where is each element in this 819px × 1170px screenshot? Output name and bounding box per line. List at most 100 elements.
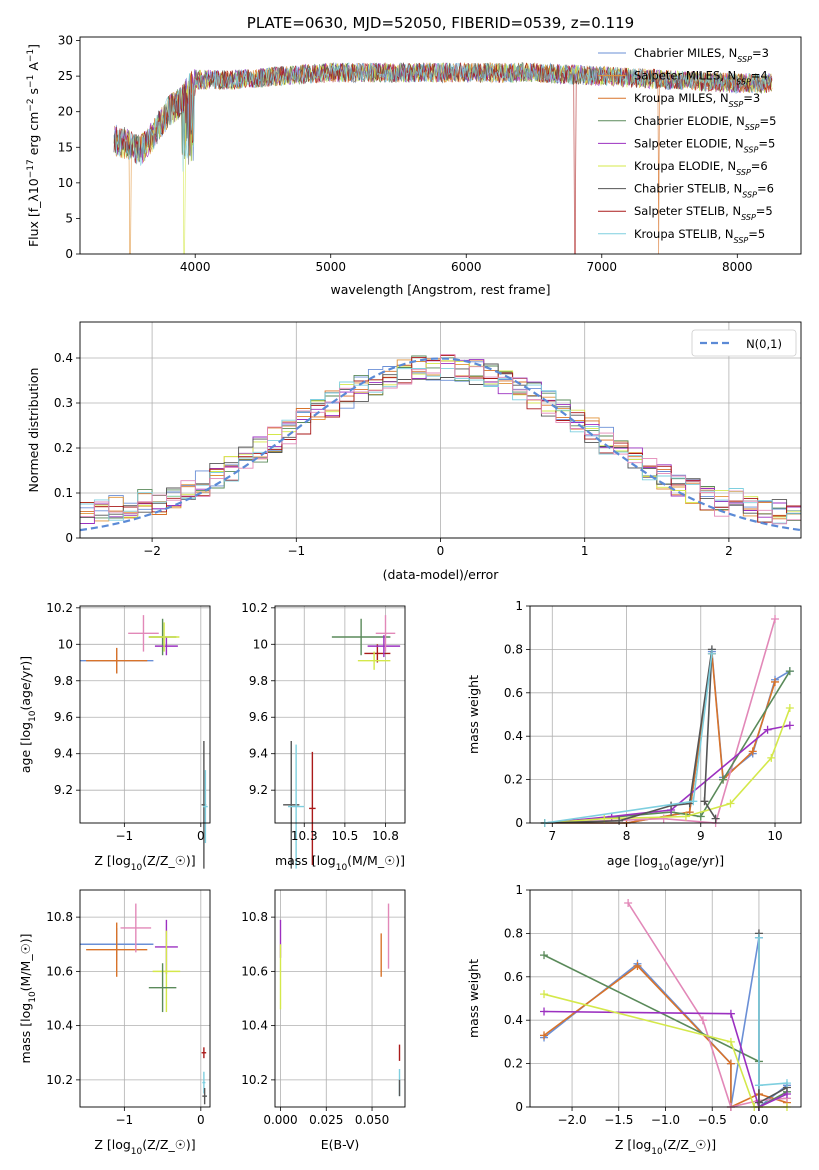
mass-weight-line	[758, 933, 788, 1105]
y-tick-label: 0.1	[54, 486, 73, 500]
label-part: E(B-V)	[321, 1137, 360, 1152]
y-tick-label: 0.8	[504, 926, 523, 940]
legend-part: =5	[760, 114, 777, 128]
legend-part: =6	[757, 182, 774, 196]
x-tick-label: 4000	[180, 260, 211, 274]
y-tick-label: 10.2	[241, 1073, 268, 1087]
x-axis-label: Z [log10(Z/Z_☉)]	[615, 1137, 716, 1157]
plus-marker	[659, 814, 668, 823]
plus-marker	[540, 990, 549, 999]
legend-label: N(0,1)	[746, 337, 782, 351]
y-tick-label: 10	[58, 176, 73, 190]
legend-part: =3	[752, 46, 769, 60]
mass-weight-line	[544, 707, 791, 824]
x-tick-label: −1	[116, 829, 134, 843]
x-tick-label: 7	[548, 829, 556, 843]
y-tick-label: 0	[65, 247, 73, 261]
label-part: −1	[26, 75, 36, 88]
label-part: −17	[26, 159, 36, 178]
y-tick-label: 0.4	[504, 1013, 523, 1027]
y-axis-label: mass weight	[466, 959, 481, 1038]
y-tick-label: 10.2	[46, 601, 73, 615]
legend-part: Salpeter MILES, N	[634, 69, 736, 83]
x-tick-label: 8	[623, 829, 631, 843]
legend-sub: SSP	[744, 145, 759, 154]
plus-marker	[771, 677, 780, 686]
y-tick-label: 10.2	[46, 1073, 73, 1087]
legend-label: Salpeter ELODIE, NSSP=5	[634, 136, 775, 154]
label-part: age [log	[607, 853, 658, 868]
plus-marker	[707, 649, 716, 658]
plus-marker	[763, 725, 772, 734]
plus-marker	[754, 933, 763, 942]
plus-marker	[696, 812, 705, 821]
panel-mass-ebv: 0.000 0.025 0.050 10.2 10.4 10.6 10.8 E(B-V)	[241, 889, 406, 1152]
plus-marker	[782, 1079, 791, 1088]
y-tick-label: 10.4	[46, 1019, 73, 1033]
y-tick-label: 9.2	[54, 783, 73, 797]
legend-part: Chabrier STELIB, N	[634, 182, 742, 196]
y-axis-label: age [log10(age/yr)]	[18, 656, 38, 773]
legend-part: Kroupa MILES, N	[634, 91, 729, 105]
y-tick-label: 10.2	[241, 601, 268, 615]
x-tick-label: 10.8	[372, 829, 399, 843]
plus-marker	[719, 775, 728, 784]
panel-mass-weight-z: −2.0 −1.5 −1.0 −0.5 0.0 0 0.2 0.4 0.6 0.8 1 Z [log1…	[466, 883, 802, 1157]
y-tick-label: 1	[515, 599, 523, 613]
label-part: 10	[131, 1147, 143, 1157]
label-part: Flux [f_λ10	[26, 178, 41, 247]
legend-label: Salpeter MILES, NSSP=4	[634, 69, 768, 87]
label-part: (Z/Z_☉)]	[663, 1137, 716, 1152]
axes-frame	[79, 889, 211, 1108]
histogram-steps	[80, 354, 801, 525]
label-part: 10	[28, 710, 38, 722]
plus-marker	[633, 961, 642, 970]
label-part: 10	[28, 991, 38, 1003]
plus-marker	[785, 667, 794, 676]
x-tick-label: −2.0	[557, 1113, 586, 1127]
x-tick-label: −1	[287, 544, 305, 558]
mass-weight-line	[543, 1010, 788, 1109]
legend-sub: SSP	[745, 122, 760, 131]
label-part: mass [log	[275, 853, 336, 868]
spectrum-series-line	[114, 62, 773, 254]
y-axis-label: Normed distribution	[26, 368, 41, 493]
y-tick-label: 15	[58, 140, 73, 154]
label-part: mass weight	[466, 959, 481, 1038]
x-tick-label: 10.5	[332, 829, 359, 843]
plus-marker	[726, 799, 735, 808]
residual-histograms	[80, 354, 801, 532]
y-tick-label: 9.6	[54, 710, 73, 724]
y-tick-label: 9.2	[249, 783, 268, 797]
y-tick-label: 0.3	[54, 396, 73, 410]
plus-marker	[726, 1009, 735, 1018]
mass-weight-line	[543, 964, 788, 1109]
plus-marker	[771, 615, 780, 624]
legend-sub: SSP	[737, 55, 752, 64]
y-tick-label: 30	[58, 34, 73, 48]
label-part: mass weight	[466, 675, 481, 754]
legend-part: =3	[743, 91, 760, 105]
y-tick-label: 9.8	[249, 674, 268, 688]
legend-label: Chabrier ELODIE, NSSP=5	[634, 114, 776, 132]
label-part: (data-model)/error	[383, 567, 500, 582]
y-tick-label: 10.6	[46, 964, 73, 978]
mass-weight-line	[544, 651, 791, 824]
y-tick-label: 10.8	[46, 910, 73, 924]
legend-sub: SSP	[729, 100, 744, 109]
y-axis-label: mass weight	[466, 675, 481, 754]
axes-frame	[79, 605, 211, 824]
plus-marker	[540, 951, 549, 960]
x-tick-label: 0	[197, 829, 205, 843]
x-tick-label: 1	[581, 544, 589, 558]
plus-marker	[785, 703, 794, 712]
legend-sub: SSP	[741, 213, 756, 222]
x-tick-label: 0.025	[309, 1113, 343, 1127]
x-tick-label: 7000	[587, 260, 618, 274]
legend-label: Kroupa ELODIE, NSSP=6	[634, 159, 768, 177]
x-tick-label: 6000	[451, 260, 482, 274]
axes-frame	[79, 36, 802, 255]
x-axis-label: Z [log10(Z/Z_☉)]	[94, 853, 195, 873]
panel-spectrum: 4000 5000 6000 7000 8000 0 5 10 15 20 25 30 PLATE=06…	[26, 14, 802, 297]
